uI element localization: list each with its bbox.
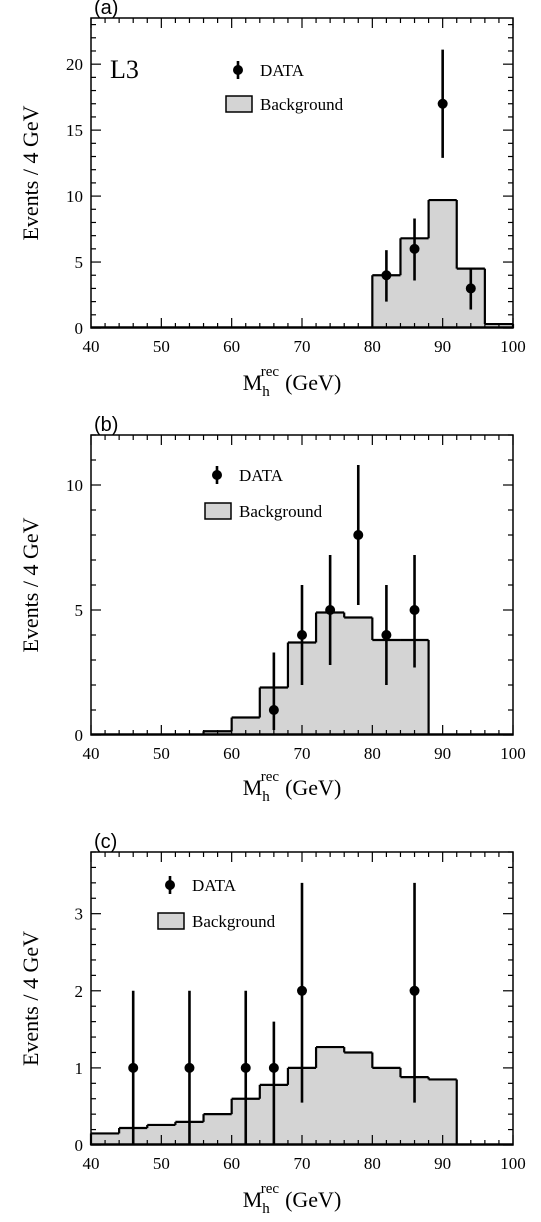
legend-background-swatch	[157, 912, 185, 930]
data-point	[297, 985, 307, 996]
x-tick-label: 50	[153, 337, 170, 356]
x-tick-label: 60	[223, 1154, 240, 1173]
y-tick-label: 10	[66, 187, 83, 206]
x-tick-label: 70	[294, 1154, 311, 1173]
y-axis-title: Events / 4 GeV	[18, 517, 43, 652]
background-fill	[372, 200, 513, 328]
x-tick-label: 70	[294, 744, 311, 763]
x-axis-title: Mhrec (GeV)	[243, 1181, 342, 1217]
y-tick-label: 1	[75, 1059, 84, 1078]
y-tick-label: 20	[66, 55, 83, 74]
x-tick-label: 50	[153, 744, 170, 763]
x-tick-label: 100	[500, 337, 526, 356]
data-point	[353, 530, 364, 540]
x-tick-label: 60	[223, 744, 240, 763]
data-point	[381, 270, 392, 281]
experiment-label: L3	[110, 55, 139, 84]
x-tick-label: 90	[434, 744, 451, 763]
y-axis-title: Events / 4 GeV	[18, 105, 43, 240]
x-tick-label: 60	[223, 337, 240, 356]
legend: DATA Background	[204, 466, 323, 521]
data-point	[184, 1062, 195, 1073]
legend-background-swatch	[225, 95, 253, 113]
y-tick-label: 0	[75, 726, 84, 745]
data-point	[325, 605, 336, 615]
panel-label: (c)	[94, 831, 117, 853]
x-tick-label: 50	[153, 1154, 170, 1173]
panel-1: 40 50 60 70 80 90 100 0 5 10 15 20 (a) L3 DATA Backgrou…	[18, 0, 526, 400]
data-point	[240, 1062, 251, 1073]
y-tick-label: 2	[75, 982, 84, 1001]
x-tick-label: 80	[364, 1154, 381, 1173]
x-axis-title: Mhrec (GeV)	[243, 364, 342, 400]
y-tick-label: 5	[75, 601, 84, 620]
panel-label: (a)	[94, 0, 118, 19]
data-point	[297, 630, 307, 640]
legend-data-label: DATA	[239, 466, 284, 485]
data-point	[268, 1062, 279, 1073]
x-tick-label: 40	[83, 337, 100, 356]
y-axis-title: Events / 4 GeV	[18, 931, 43, 1066]
panel-3: 40 50 60 70 80 90 100 0 1 2 3 (c) DATA Background Even…	[18, 831, 526, 1217]
legend-background-label: Background	[239, 502, 323, 521]
data-point	[409, 985, 420, 996]
data-point	[409, 243, 420, 254]
data-point	[409, 605, 420, 615]
legend-data-label: DATA	[260, 61, 305, 80]
x-tick-label: 100	[500, 1154, 526, 1173]
x-tick-label: 40	[83, 744, 100, 763]
data-point	[268, 705, 279, 715]
x-tick-label: 80	[364, 337, 381, 356]
legend-data-marker	[165, 880, 175, 890]
legend-background-label: Background	[192, 912, 276, 931]
x-tick-label: 40	[83, 1154, 100, 1173]
y-tick-label: 15	[66, 121, 83, 140]
y-tick-label: 10	[66, 476, 83, 495]
legend: DATA Background	[157, 876, 276, 931]
x-tick-label: 80	[364, 744, 381, 763]
panel-label: (b)	[94, 414, 118, 436]
y-tick-label: 0	[75, 1136, 84, 1155]
legend-data-marker	[233, 65, 243, 75]
data-point	[128, 1062, 139, 1073]
legend-background-swatch	[204, 502, 232, 520]
legend-background-label: Background	[260, 95, 344, 114]
legend-data-label: DATA	[192, 876, 237, 895]
data-point	[381, 630, 392, 640]
x-tick-label: 70	[294, 337, 311, 356]
data-point	[437, 98, 448, 109]
panel-2: 40 50 60 70 80 90 100 0 5 10 (b) DATA Background Even…	[18, 414, 526, 805]
x-tick-label: 100	[500, 744, 526, 763]
y-tick-label: 5	[75, 253, 84, 272]
x-axis-title: Mhrec (GeV)	[243, 769, 342, 805]
y-tick-label: 0	[75, 319, 84, 338]
x-tick-label: 90	[434, 1154, 451, 1173]
legend-data-marker	[212, 470, 222, 480]
data-point	[465, 283, 476, 294]
legend: DATA Background	[225, 61, 344, 114]
y-tick-label: 3	[75, 905, 84, 924]
x-tick-label: 90	[434, 337, 451, 356]
